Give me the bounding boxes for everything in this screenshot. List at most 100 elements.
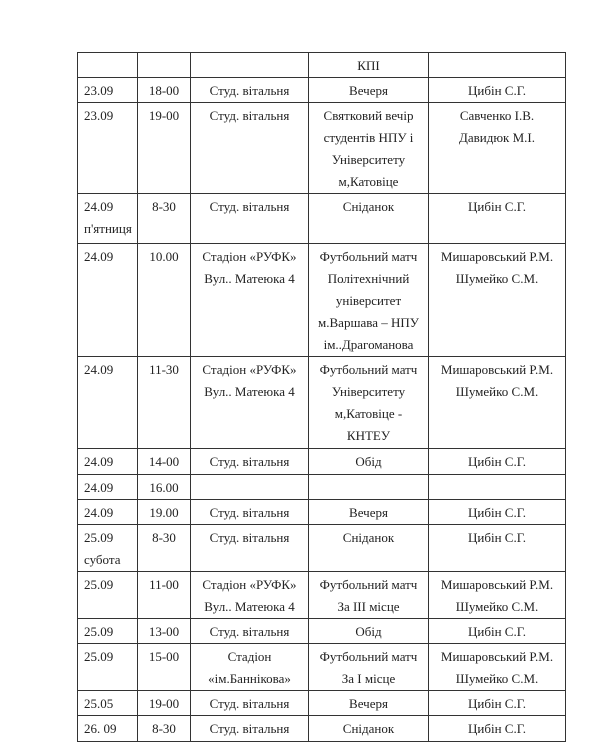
cell-text: 16.00	[149, 480, 179, 495]
cell-text: Мишаровський Р.М.	[440, 577, 554, 592]
table-cell: Студ. вітальня	[190, 715, 309, 742]
table-cell: Сніданок	[308, 524, 429, 572]
table-cell	[190, 474, 309, 500]
table-cell	[137, 52, 191, 78]
table-cell: 24.09	[77, 499, 138, 525]
cell-text: 11-30	[149, 362, 179, 377]
cell-text: Сніданок	[342, 721, 395, 736]
table-cell: 18-00	[137, 77, 191, 103]
cell-text: 8-30	[152, 530, 176, 545]
table-cell: Цибін С.Г.	[428, 77, 566, 103]
cell-text: Студ. вітальня	[209, 454, 290, 469]
cell-text: Вул.. Матеюка 4	[204, 384, 295, 399]
table-cell: 24.09 п'ятниця	[77, 193, 138, 244]
table-cell: Мишаровський Р.М. Шумейко С.М.	[428, 571, 566, 619]
cell-text: 19.00	[149, 505, 179, 520]
cell-text: 26. 09	[84, 721, 117, 736]
cell-text: «ім.Баннікова»	[208, 671, 291, 686]
table-row: 23.09 19-00 Студ. вітальня Святковий вечір с…	[77, 102, 566, 194]
cell-text: Студ. вітальня	[209, 108, 290, 123]
cell-text: м.Варшава – НПУ	[318, 315, 419, 330]
cell-text: 24.09	[84, 480, 114, 495]
cell-text: Університету	[331, 152, 406, 167]
cell-text: Студ. вітальня	[209, 721, 290, 736]
cell-text: 8-30	[152, 199, 176, 214]
table-cell: Студ. вітальня	[190, 499, 309, 525]
cell-text: Студ. вітальня	[209, 696, 290, 711]
table-cell	[428, 474, 566, 500]
table-cell: 13-00	[137, 618, 191, 644]
table-cell: 24.09	[77, 356, 138, 449]
cell-text: Студ. вітальня	[209, 624, 290, 639]
cell-text: п'ятниця	[84, 221, 132, 236]
table-body: КПІ 23.09 18-00 Студ. вітальня Вечеря Цибін С…	[77, 52, 566, 742]
table-cell: 10.00	[137, 243, 191, 357]
cell-text: Шумейко С.М.	[455, 271, 539, 286]
cell-text: Сніданок	[342, 199, 395, 214]
table-cell: Вечеря	[308, 690, 429, 716]
cell-text: За І місце	[341, 671, 396, 686]
table-cell: 19-00	[137, 102, 191, 194]
cell-text: Футбольний матч	[319, 249, 418, 264]
table-row: 24.09 16.00	[77, 474, 566, 500]
cell-text: 23.09	[84, 83, 114, 98]
table-cell: Студ. вітальня	[190, 690, 309, 716]
table-cell: Студ. вітальня	[190, 618, 309, 644]
cell-text: студентів НПУ і	[323, 130, 414, 145]
cell-text: За ІІІ місце	[337, 599, 400, 614]
table-cell: 14-00	[137, 448, 191, 475]
table-cell	[428, 52, 566, 78]
table-cell: Цибін С.Г.	[428, 690, 566, 716]
table-row: 25.09 субота 8-30 Студ. вітальня Сніданок Циб…	[77, 524, 566, 572]
table-cell: 25.09	[77, 643, 138, 691]
cell-text: університет	[335, 293, 402, 308]
cell-text: 11-00	[149, 577, 179, 592]
cell-text: 25.05	[84, 696, 114, 711]
table-cell: Футбольний матч Політехнічний університет м…	[308, 243, 429, 357]
cell-text: Вечеря	[349, 83, 388, 98]
cell-text: Футбольний матч	[319, 577, 418, 592]
table-cell: Футбольний матч За І місце	[308, 643, 429, 691]
cell-text: Вечеря	[349, 505, 388, 520]
cell-text: Футбольний матч	[319, 362, 418, 377]
cell-text: Вул.. Матеюка 4	[204, 599, 295, 614]
table-cell: Студ. вітальня	[190, 102, 309, 194]
cell-text: 23.09	[84, 108, 114, 123]
cell-text: КНТЕУ	[346, 428, 391, 443]
cell-text: Мишаровський Р.М.	[440, 649, 554, 664]
cell-text: Мишаровський Р.М.	[440, 362, 554, 377]
table-cell: Савченко І.В. Давидюк М.І.	[428, 102, 566, 194]
cell-text: Святковий вечір	[323, 108, 414, 123]
cell-text: Сніданок	[342, 530, 395, 545]
table-cell: Цибін С.Г.	[428, 499, 566, 525]
table-cell	[308, 474, 429, 500]
table-cell: Цибін С.Г.	[428, 448, 566, 475]
cell-text: КПІ	[357, 58, 380, 73]
table-cell: Стадіон «РУФК» Вул.. Матеюка 4	[190, 243, 309, 357]
cell-text: 8-30	[152, 721, 176, 736]
cell-text: 13-00	[148, 624, 180, 639]
table-cell: 24.09	[77, 243, 138, 357]
table-cell: 25.09 субота	[77, 524, 138, 572]
table-row: КПІ	[77, 52, 566, 78]
table-cell: Цибін С.Г.	[428, 193, 566, 244]
table-cell: 24.09	[77, 474, 138, 500]
table-cell: Стадіон «РУФК» Вул.. Матеюка 4	[190, 356, 309, 449]
table-cell: Футбольний матч Університету м,Катовіце - К…	[308, 356, 429, 449]
table-row: 25.09 11-00 Стадіон «РУФК» Вул.. Матеюка 4 Ф…	[77, 571, 566, 619]
table-cell: 16.00	[137, 474, 191, 500]
table-row: 26. 09 8-30 Студ. вітальня Сніданок Цибін С.…	[77, 715, 566, 742]
table-cell: Вечеря	[308, 77, 429, 103]
table-row: 25.09 13-00 Студ. вітальня Обід Цибін С.Г.	[77, 618, 566, 644]
cell-text: Цибін С.Г.	[468, 530, 526, 545]
table-cell: 8-30	[137, 193, 191, 244]
cell-text: 24.09	[84, 362, 114, 377]
cell-text: Вечеря	[349, 696, 388, 711]
cell-text: 19-00	[148, 696, 180, 711]
cell-text: Мишаровський Р.М.	[440, 249, 554, 264]
cell-text: 25.09	[84, 649, 114, 664]
table-cell: Студ. вітальня	[190, 448, 309, 475]
table-row: 24.09 11-30 Стадіон «РУФК» Вул.. Матеюка 4 Ф…	[77, 356, 566, 449]
table-cell: 11-00	[137, 571, 191, 619]
table-cell: 26. 09	[77, 715, 138, 742]
